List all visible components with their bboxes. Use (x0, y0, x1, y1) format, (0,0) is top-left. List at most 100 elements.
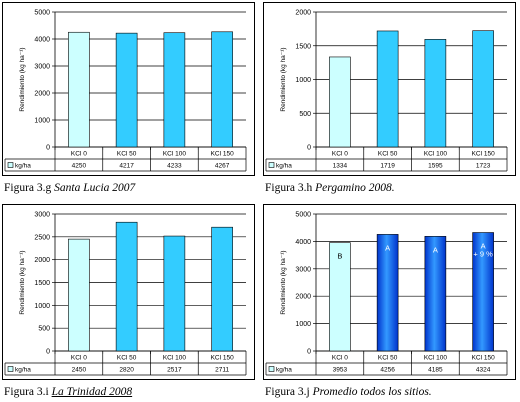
y-tick-label: 2000 (34, 91, 50, 98)
y-tick-label: 0 (46, 349, 50, 356)
y-tick-label: 0 (307, 145, 311, 152)
table-value: 1334 (333, 163, 348, 170)
chart-frame-pergamino: Rendimiento (kg ha⁻¹) 0 500 1000 1500 2000 kg/… (263, 2, 516, 176)
bar-annotation: + 9 % (473, 250, 493, 259)
y-tick-label: 500 (299, 111, 311, 118)
y-tick-label: 3000 (295, 266, 311, 273)
y-tick-label: 1500 (295, 43, 311, 50)
bar (329, 56, 351, 148)
y-tick-label: 1000 (295, 77, 311, 84)
bar (472, 30, 494, 148)
x-category-label: KCl 150 (472, 355, 496, 362)
y-tick-label: 3000 (34, 64, 50, 71)
table-value: 3953 (333, 367, 348, 374)
x-category-label: KCl 0 (71, 355, 87, 362)
legend-label: kg/ha (276, 163, 292, 170)
chart-frame-promedio: Rendimiento (kg ha⁻¹) 0 1000 2000 3000 4000 50… (263, 204, 516, 380)
caption-title: Promedio todos los sitios. (312, 386, 432, 398)
legend-label: kg/ha (15, 163, 31, 170)
bar-chart-svg: Rendimiento (kg ha⁻¹) 0 500 1000 1500 2000 250… (4, 212, 247, 376)
x-category-label: KCl 150 (211, 151, 235, 158)
caption-prefix: Figura 3.j (265, 386, 310, 398)
bar (115, 221, 138, 352)
y-tick-label: 0 (46, 145, 50, 152)
legend-label: kg/ha (15, 367, 31, 374)
table-value: 4233 (167, 163, 182, 170)
table-value: 4185 (428, 367, 443, 374)
x-category-label: KCl 150 (211, 355, 235, 362)
y-tick-label: 4000 (295, 239, 311, 246)
y-tick-label: 1500 (34, 280, 50, 287)
table-value: 2517 (167, 367, 182, 374)
legend-swatch (268, 366, 275, 372)
y-tick-label: 2500 (34, 234, 50, 241)
bar-significance-label: A (385, 243, 390, 252)
caption-prefix: Figura 3.h (265, 182, 313, 194)
chart-frame-la-trinidad: Rendimiento (kg ha⁻¹) 0 500 1000 1500 2000 250… (2, 204, 255, 380)
x-category-label: KCl 50 (378, 355, 398, 362)
bar-chart-svg: Rendimiento (kg ha⁻¹) 0 1000 2000 3000 4000 50… (4, 10, 247, 172)
bar (424, 39, 447, 148)
bar (376, 234, 399, 352)
caption-promedio: Figura 3.j Promedio todos los sitios. (265, 386, 432, 398)
y-tick-label: 2000 (295, 294, 311, 301)
x-category-label: KCl 150 (472, 151, 496, 158)
y-tick-label: 2000 (295, 10, 311, 17)
y-axis-label: Rendimiento (kg ha⁻¹) (19, 250, 26, 314)
caption-prefix: Figura 3.i (4, 386, 49, 398)
bar-chart-svg: Rendimiento (kg ha⁻¹) 0 500 1000 1500 2000 kg/… (265, 10, 508, 172)
bar (163, 32, 186, 148)
bar-significance-label: B (337, 252, 342, 261)
bar (211, 31, 233, 148)
caption-santa-lucia: Figura 3.g Santa Lucia 2007 (4, 182, 135, 194)
table-value: 4250 (72, 163, 87, 170)
bar (376, 30, 399, 148)
x-category-label: KCl 0 (71, 151, 87, 158)
x-category-label: KCl 50 (117, 151, 137, 158)
bar (424, 236, 447, 352)
y-tick-label: 1000 (34, 118, 50, 125)
table-value: 2450 (72, 367, 87, 374)
table-value: 1595 (428, 163, 443, 170)
legend-swatch (268, 162, 275, 168)
chart-frame-santa-lucia: Rendimiento (kg ha⁻¹) 0 1000 2000 3000 4000 50… (2, 2, 255, 176)
table-value: 4324 (476, 367, 491, 374)
legend-swatch (7, 162, 14, 168)
table-value: 2711 (215, 367, 229, 374)
bar (68, 238, 90, 352)
x-category-label: KCl 0 (332, 151, 348, 158)
caption-prefix: Figura 3.g (4, 182, 52, 194)
x-category-label: KCl 100 (424, 355, 448, 362)
y-tick-label: 0 (307, 349, 311, 356)
legend-swatch (7, 366, 14, 372)
legend-label: kg/ha (276, 367, 292, 374)
table-value: 2820 (119, 367, 134, 374)
caption-title: Santa Lucia 2007 (54, 182, 136, 194)
bar-significance-label: A (481, 242, 486, 251)
y-tick-label: 1000 (295, 321, 311, 328)
x-category-label: KCl 50 (378, 151, 398, 158)
x-category-label: KCl 100 (163, 355, 187, 362)
table-value: 1723 (476, 163, 491, 170)
x-category-label: KCl 100 (424, 151, 448, 158)
bar (329, 242, 351, 352)
y-axis-label: Rendimiento (kg ha⁻¹) (280, 47, 287, 111)
bar (68, 31, 90, 148)
y-tick-label: 4000 (34, 37, 50, 44)
bar (115, 32, 138, 148)
bar (163, 235, 186, 352)
table-value: 4267 (215, 163, 230, 170)
x-category-label: KCl 0 (332, 355, 348, 362)
table-value: 4217 (119, 163, 134, 170)
y-axis-label: Rendimiento (kg ha⁻¹) (19, 47, 26, 111)
x-category-label: KCl 50 (117, 355, 137, 362)
caption-title: Pergamino 2008. (315, 182, 395, 194)
y-axis-label: Rendimiento (kg ha⁻¹) (280, 250, 287, 314)
table-value: 1719 (380, 163, 395, 170)
bar-significance-label: A (433, 245, 438, 254)
bar (211, 226, 233, 352)
caption-la-trinidad: Figura 3.i La Trinidad 2008 (4, 386, 132, 398)
y-tick-label: 1000 (34, 303, 50, 310)
y-tick-label: 5000 (295, 212, 311, 219)
y-tick-label: 3000 (34, 212, 50, 219)
